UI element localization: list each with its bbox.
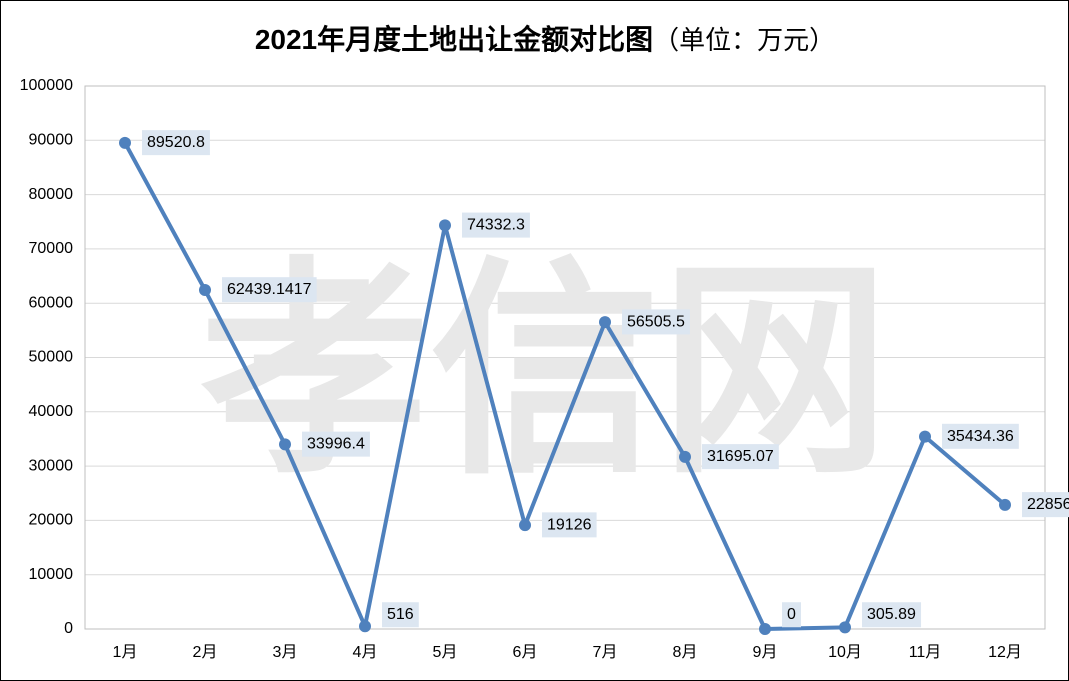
data-label-bg xyxy=(462,212,530,238)
data-label: 0 xyxy=(787,606,796,623)
x-tick-label: 8月 xyxy=(673,644,698,661)
data-label: 516 xyxy=(387,606,414,623)
y-tick-label: 50000 xyxy=(29,349,74,366)
x-tick-label: 10月 xyxy=(828,644,862,661)
y-tick-label: 90000 xyxy=(29,132,74,149)
data-label: 62439.1417 xyxy=(227,281,312,298)
x-tick-label: 12月 xyxy=(988,644,1022,661)
x-tick-label: 6月 xyxy=(513,644,538,661)
y-tick-label: 0 xyxy=(64,620,73,637)
data-label-bg xyxy=(382,602,419,628)
data-point xyxy=(679,450,691,463)
data-label: 31695.07 xyxy=(707,448,774,465)
y-tick-label: 10000 xyxy=(29,566,74,583)
data-label: 56505.5 xyxy=(627,313,685,330)
data-label: 19126 xyxy=(547,516,592,533)
data-label: 22856 xyxy=(1027,496,1069,513)
data-point xyxy=(519,519,531,532)
data-point xyxy=(199,283,211,296)
data-point xyxy=(359,620,371,633)
data-label: 35434.36 xyxy=(947,428,1014,445)
data-point xyxy=(279,438,291,451)
data-label: 33996.4 xyxy=(307,436,365,453)
chart-title: 2021年月度土地出让金额对比图 xyxy=(255,23,653,55)
data-point xyxy=(439,219,451,232)
data-label: 89520.8 xyxy=(147,134,205,151)
y-tick-label: 80000 xyxy=(29,186,74,203)
y-tick-label: 100000 xyxy=(20,77,73,94)
x-tick-label: 7月 xyxy=(593,644,618,661)
data-label: 305.89 xyxy=(867,606,916,623)
x-tick-label: 2月 xyxy=(193,644,218,661)
data-label-bg xyxy=(782,602,801,628)
y-tick-label: 20000 xyxy=(29,512,74,529)
y-tick-label: 70000 xyxy=(29,240,74,257)
x-tick-label: 1月 xyxy=(113,644,138,661)
data-label-bg xyxy=(302,431,370,457)
data-label-bg xyxy=(862,602,922,628)
chart-subtitle: （单位：万元） xyxy=(653,25,835,55)
chart-title-line: 2021年月度土地出让金额对比图（单位：万元） xyxy=(255,23,835,55)
x-tick-label: 3月 xyxy=(273,644,298,661)
y-tick-label: 60000 xyxy=(29,294,74,311)
x-tick-label: 4月 xyxy=(353,644,378,661)
x-tick-label: 9月 xyxy=(753,644,778,661)
data-label-bg xyxy=(542,512,597,538)
data-label-bg xyxy=(702,444,779,470)
x-tick-label: 11月 xyxy=(909,644,942,661)
data-label: 74332.3 xyxy=(467,217,525,234)
data-label-bg xyxy=(942,423,1019,449)
data-label-bg xyxy=(142,130,210,156)
data-point xyxy=(759,623,771,635)
data-line xyxy=(123,141,1007,631)
x-tick-label: 5月 xyxy=(433,644,458,661)
data-label-bg xyxy=(1022,492,1069,518)
y-tick-label: 30000 xyxy=(29,457,74,474)
data-point xyxy=(599,316,611,329)
data-point xyxy=(919,430,931,443)
data-point xyxy=(999,498,1011,511)
y-tick-label: 40000 xyxy=(29,403,74,420)
data-point xyxy=(839,621,851,634)
plot-area-border xyxy=(84,85,1046,630)
data-point xyxy=(119,136,131,149)
data-label-bg xyxy=(222,277,317,303)
data-label-bg xyxy=(622,309,690,335)
